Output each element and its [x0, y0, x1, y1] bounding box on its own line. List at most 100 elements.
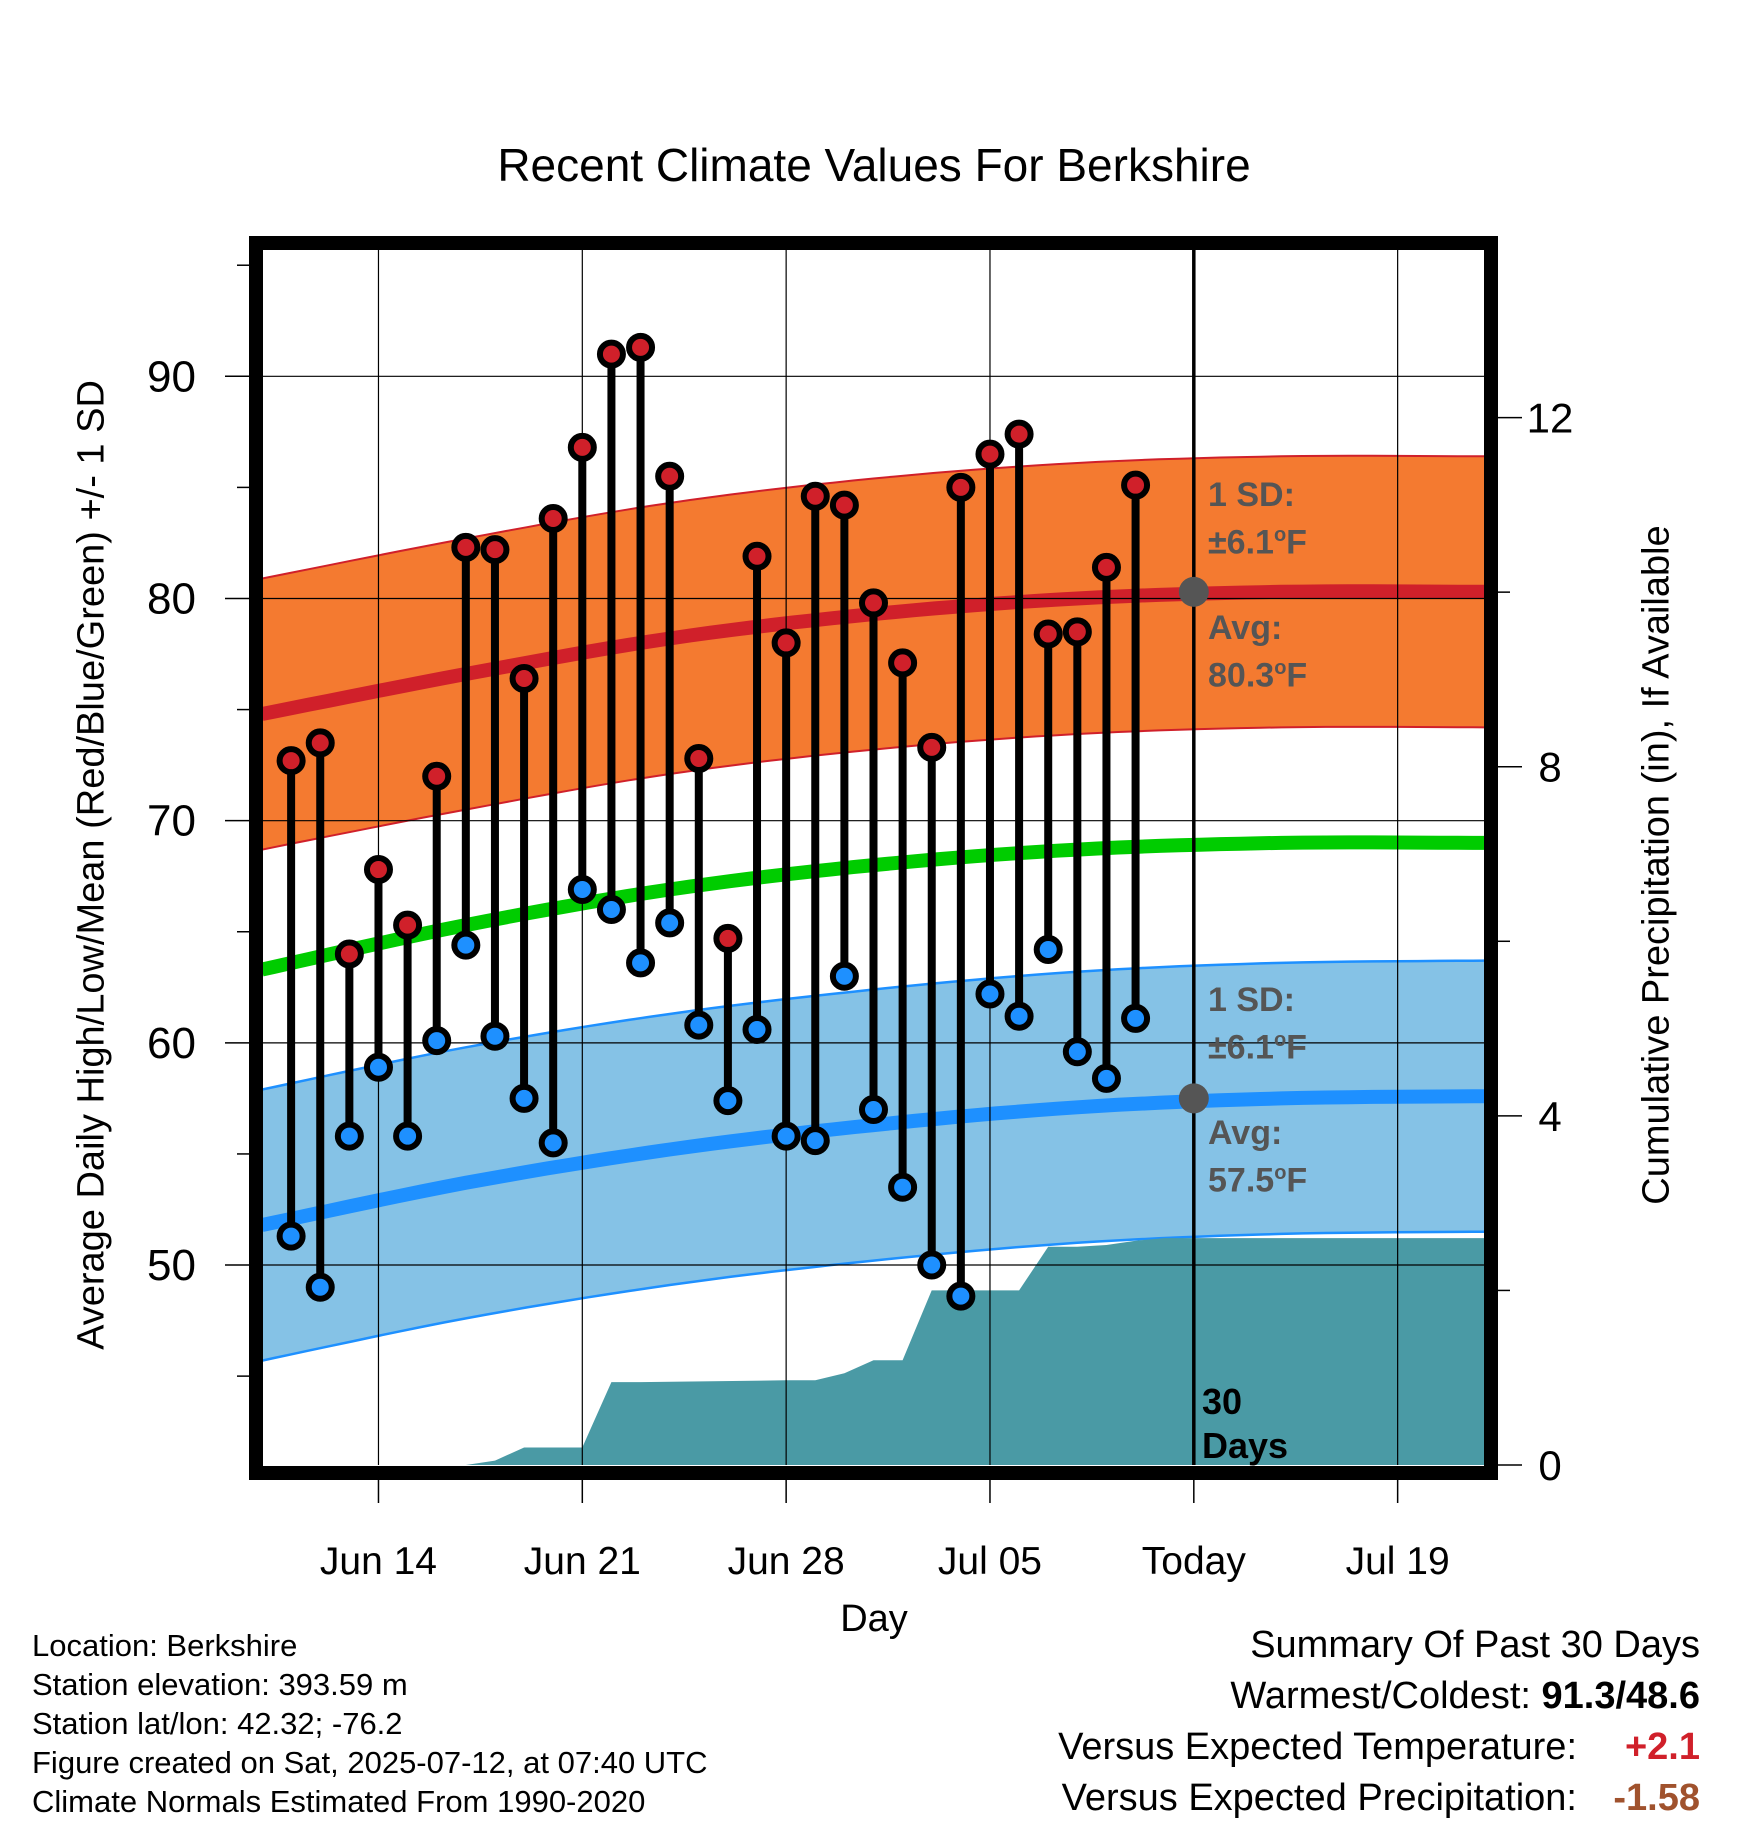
y-axis-label-right: Cumulative Precipitation (in), If Availa… — [1635, 525, 1678, 1205]
daily-low-point — [946, 1281, 976, 1311]
latlon-text: Station lat/lon: 42.32; -76.2 — [32, 1706, 403, 1741]
y-right-tick-label: 4 — [1538, 1093, 1561, 1140]
daily-low-point — [480, 1021, 510, 1051]
daily-low-point — [1033, 935, 1063, 965]
precip-value: -1.58 — [1613, 1777, 1700, 1819]
chart-title: Recent Climate Values For Berkshire — [497, 139, 1251, 191]
daily-high-point — [509, 663, 539, 693]
today-low-avg-marker — [1178, 1083, 1209, 1114]
normals-text: Climate Normals Estimated From 1990-2020 — [32, 1784, 646, 1819]
daily-high-point — [655, 461, 685, 491]
daily-high-point — [1121, 470, 1151, 500]
y-tick-label: 80 — [147, 574, 196, 623]
precipitation-area — [262, 1238, 1485, 1465]
daily-high-point — [742, 541, 772, 571]
location-text: Location: Berkshire — [32, 1628, 298, 1663]
created-text: Figure created on Sat, 2025-07-12, at 07… — [32, 1745, 708, 1780]
days-annotation: 30 Days — [1202, 1380, 1288, 1468]
low-avg-label: Avg: — [1208, 1114, 1283, 1152]
daily-high-point — [1033, 619, 1063, 649]
low-avg-value: 57.5oF — [1208, 1161, 1308, 1200]
daily-high-point — [334, 939, 364, 969]
high-avg-annotation: Avg: 80.3oF — [1208, 608, 1307, 695]
y-right-tick-label: 12 — [1527, 395, 1574, 442]
daily-high-point — [422, 761, 452, 791]
daily-high-point — [1062, 617, 1092, 647]
daily-low-point — [393, 1121, 423, 1151]
daily-high-point — [305, 728, 335, 758]
daily-high-point — [713, 923, 743, 953]
daily-high-point — [451, 532, 481, 562]
high-avg-label: Avg: — [1208, 609, 1283, 647]
temp-row: Versus Expected Temperature: +2.1 — [1058, 1722, 1700, 1773]
daily-low-point — [800, 1126, 830, 1156]
daily-high-point — [276, 746, 306, 776]
days-count: 30 — [1202, 1381, 1243, 1422]
daily-high-point — [829, 490, 859, 520]
y-tick-label: 90 — [147, 352, 196, 401]
y-tick-label: 50 — [147, 1241, 196, 1290]
normal-low-line — [262, 1089, 1485, 1232]
low-sd-label: 1 SD: — [1208, 981, 1295, 1019]
x-tick-label: Jul 05 — [938, 1540, 1042, 1583]
daily-high-point — [480, 535, 510, 565]
precip-row: Versus Expected Precipitation: -1.58 — [1058, 1773, 1700, 1824]
daily-low-point — [655, 908, 685, 938]
daily-low-point — [917, 1250, 947, 1280]
high-sd-annotation: 1 SD: ±6.1oF — [1208, 475, 1307, 562]
daily-low-point — [596, 895, 626, 925]
daily-low-point — [626, 948, 656, 978]
summary-heading: Summary Of Past 30 Days — [1250, 1624, 1700, 1666]
daily-low-point — [276, 1221, 306, 1251]
axes: 50 60 70 80 90 0 4 8 12 Jun 14 Jun 21 Jun 28 Jul 05 T… — [147, 236, 1574, 1583]
daily-low-point — [1062, 1037, 1092, 1067]
warmest-coldest-row: Warmest/Coldest: 91.3/48.6 — [1230, 1675, 1700, 1717]
daily-high-point — [363, 855, 393, 885]
daily-low-point — [859, 1095, 888, 1125]
plot-frame — [249, 236, 1498, 1480]
temp-value: +2.1 — [1624, 1726, 1700, 1768]
y-tick-label: 60 — [147, 1019, 196, 1068]
high-avg-value: 80.3oF — [1208, 656, 1308, 695]
daily-low-point — [742, 1015, 772, 1045]
daily-low-point — [771, 1121, 801, 1151]
daily-low-point — [1091, 1063, 1121, 1093]
daily-low-point — [829, 961, 859, 991]
daily-low-point — [888, 1172, 918, 1202]
y-tick-label: 70 — [147, 797, 196, 846]
daily-low-point — [684, 1010, 714, 1040]
daily-low-point — [305, 1272, 335, 1302]
daily-high-point — [859, 588, 888, 618]
daily-low-point — [975, 979, 1005, 1009]
today-high-avg-marker — [1178, 576, 1209, 607]
low-sd-annotation: 1 SD: ±6.1oF — [1208, 980, 1307, 1067]
x-tick-label: Today — [1142, 1540, 1247, 1583]
daily-high-point — [800, 481, 830, 511]
daily-low-point — [363, 1052, 393, 1082]
low-sd-band — [262, 960, 1485, 1361]
daily-high-point — [538, 504, 568, 534]
daily-high-point — [567, 432, 597, 462]
daily-low-point — [509, 1083, 539, 1113]
daily-high-point — [626, 332, 656, 362]
y-right-tick-label: 0 — [1538, 1442, 1561, 1489]
x-tick-label: Jun 21 — [524, 1540, 641, 1583]
daily-high-point — [975, 439, 1005, 469]
days-word: Days — [1202, 1425, 1289, 1466]
high-sd-label: 1 SD: — [1208, 476, 1295, 514]
daily-low-point — [422, 1026, 452, 1056]
x-tick-label: Jun 14 — [320, 1540, 437, 1583]
x-tick-label: Jul 19 — [1346, 1540, 1450, 1583]
x-tick-label: Jun 28 — [728, 1540, 845, 1583]
summary-panel: Summary Of Past 30 Days Warmest/Coldest:… — [1058, 1620, 1700, 1824]
daily-high-point — [684, 743, 714, 773]
daily-high-point — [888, 648, 918, 678]
x-axis-label: Day — [840, 1598, 908, 1640]
daily-high-point — [946, 472, 976, 502]
plot-area — [262, 243, 1485, 1465]
low-avg-annotation: Avg: 57.5oF — [1208, 1113, 1307, 1200]
y-axis-label-left: Average Daily High/Low/Mean (Red/Blue/Gr… — [70, 380, 113, 1350]
daily-low-point — [713, 1086, 743, 1116]
elevation-text: Station elevation: 393.59 m — [32, 1667, 408, 1702]
